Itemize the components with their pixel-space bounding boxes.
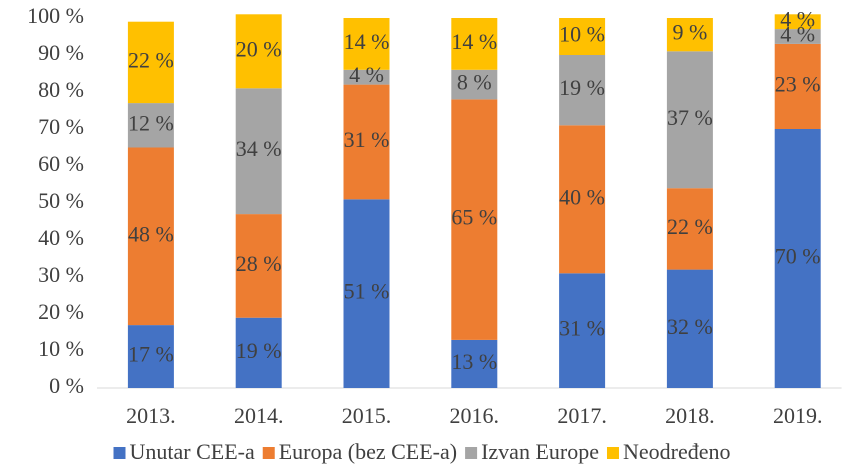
y-tick-label: 50 % xyxy=(38,188,84,213)
x-tick-label: 2017. xyxy=(557,403,607,428)
bar-segment xyxy=(127,147,174,326)
y-tick-label: 80 % xyxy=(38,77,84,102)
bar-segment xyxy=(451,339,498,388)
value-label: 10 % xyxy=(559,22,605,47)
value-label: 34 % xyxy=(236,136,282,161)
value-label: 19 % xyxy=(559,75,605,100)
bar-segment xyxy=(235,14,282,89)
value-label: 4 % xyxy=(349,62,384,87)
value-label: 14 % xyxy=(451,29,497,54)
legend-swatch xyxy=(262,447,275,459)
bar-segment xyxy=(235,214,282,318)
bar-segment xyxy=(666,18,713,52)
x-tick-label: 2013. xyxy=(126,403,176,428)
y-tick-label: 90 % xyxy=(38,40,84,65)
y-tick-label: 100 % xyxy=(27,3,84,28)
bar-segment xyxy=(451,99,498,340)
value-label: 65 % xyxy=(451,205,497,230)
legend-label: Unutar CEE-a xyxy=(130,439,255,464)
value-label: 31 % xyxy=(344,127,390,152)
bar-segment xyxy=(774,43,821,129)
value-label: 9 % xyxy=(672,20,707,45)
y-tick-label: 0 % xyxy=(49,373,84,398)
bar-segment xyxy=(451,18,498,70)
bar-segment xyxy=(666,269,713,388)
legend-label: Neodređeno xyxy=(623,439,731,464)
legend-label: Izvan Europe xyxy=(481,439,599,464)
x-tick-label: 2016. xyxy=(450,403,500,428)
bar-segment xyxy=(343,84,390,200)
value-label: 28 % xyxy=(236,251,282,276)
bar-segment xyxy=(127,103,174,148)
value-label: 17 % xyxy=(128,342,174,367)
value-label: 22 % xyxy=(667,214,713,239)
x-tick-label: 2015. xyxy=(342,403,392,428)
value-label: 19 % xyxy=(236,338,282,363)
bar-segment xyxy=(235,88,282,215)
value-label: 20 % xyxy=(236,36,282,61)
bar-segment xyxy=(451,69,498,100)
bar-segment xyxy=(127,325,174,388)
value-label: 4 % xyxy=(780,22,815,47)
y-tick-label: 60 % xyxy=(38,151,84,176)
y-tick-label: 40 % xyxy=(38,225,84,250)
value-label: 31 % xyxy=(559,316,605,341)
legend-swatch xyxy=(465,447,478,459)
bar-segment xyxy=(343,69,390,85)
bar-segment xyxy=(559,125,606,274)
value-label: 70 % xyxy=(775,244,821,269)
value-label: 51 % xyxy=(344,279,390,304)
bar-segment xyxy=(559,273,606,388)
value-label: 40 % xyxy=(559,184,605,209)
legend-label: Europa (bez CEE-a) xyxy=(279,439,457,464)
value-label: 13 % xyxy=(451,349,497,374)
bar-segment xyxy=(343,199,390,388)
y-tick-label: 30 % xyxy=(38,262,84,287)
bar-segment xyxy=(343,18,390,70)
bar-segment xyxy=(666,51,713,189)
value-label: 48 % xyxy=(128,221,174,246)
y-tick-label: 20 % xyxy=(38,299,84,324)
value-label: 4 % xyxy=(780,7,815,32)
value-label: 37 % xyxy=(667,105,713,130)
value-label: 23 % xyxy=(775,71,821,96)
value-label: 12 % xyxy=(128,110,174,135)
bar-segment xyxy=(559,18,606,55)
bar-segment xyxy=(774,29,821,44)
x-tick-label: 2019. xyxy=(773,403,823,428)
legend-swatch xyxy=(113,447,126,459)
bar-segment xyxy=(666,188,713,270)
bar-segment xyxy=(127,21,174,104)
value-label: 32 % xyxy=(667,314,713,339)
bar-segment xyxy=(774,14,821,30)
bar-segment xyxy=(559,55,606,126)
bar-segment xyxy=(774,129,821,388)
value-label: 22 % xyxy=(128,47,174,72)
bar-segment xyxy=(235,317,282,388)
x-tick-label: 2014. xyxy=(234,403,284,428)
y-tick-label: 70 % xyxy=(38,114,84,139)
legend-swatch xyxy=(606,447,619,459)
value-label: 14 % xyxy=(344,29,390,54)
value-label: 8 % xyxy=(457,70,492,95)
x-tick-label: 2018. xyxy=(665,403,715,428)
y-tick-label: 10 % xyxy=(38,336,84,361)
